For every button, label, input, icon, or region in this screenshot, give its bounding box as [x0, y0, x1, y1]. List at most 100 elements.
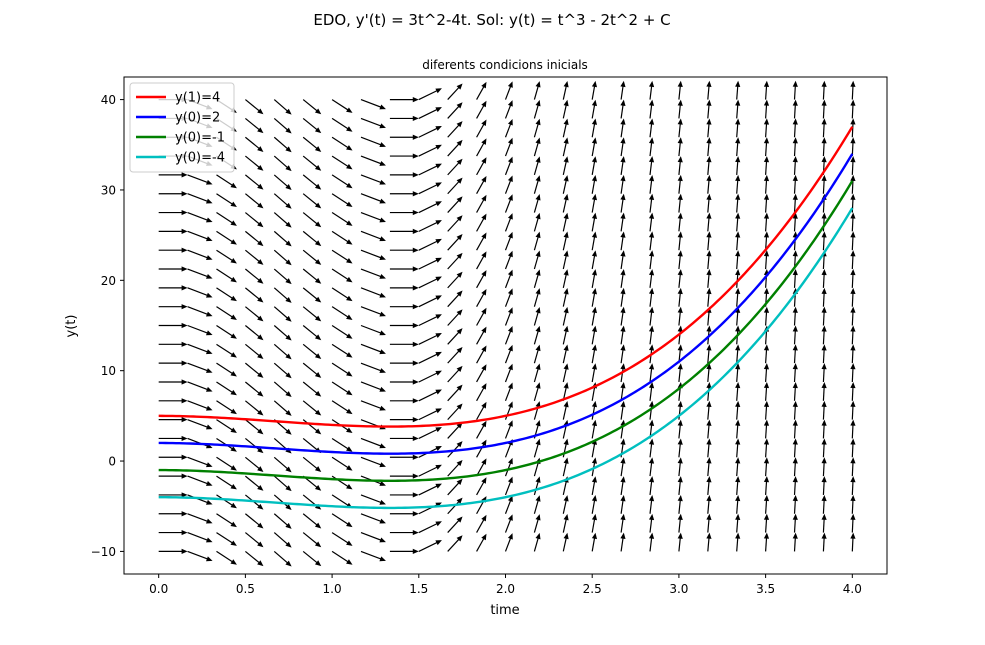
field-arrow — [273, 550, 292, 567]
field-arrow — [245, 136, 264, 152]
field-arrow — [504, 363, 513, 383]
field-arrow — [763, 494, 770, 514]
field-arrow — [187, 268, 213, 279]
field-arrow — [706, 344, 712, 364]
field-arrow — [735, 212, 741, 232]
field-arrow — [447, 365, 463, 383]
field-arrow — [677, 363, 683, 383]
field-arrow — [360, 550, 386, 562]
field-arrow — [677, 118, 683, 138]
field-arrow — [792, 513, 798, 533]
field-arrow — [389, 473, 419, 479]
field-arrow — [735, 532, 741, 552]
field-arrow — [216, 306, 237, 320]
field-arrow — [216, 381, 237, 396]
field-arrow — [273, 306, 292, 322]
field-arrow — [763, 250, 770, 270]
field-arrow — [331, 362, 353, 377]
field-arrow — [648, 231, 655, 251]
field-arrow — [245, 437, 264, 454]
field-arrow — [504, 269, 513, 289]
field-arrow — [763, 212, 770, 232]
field-arrow — [706, 174, 712, 194]
field-arrow — [245, 212, 264, 228]
field-arrow — [735, 457, 741, 477]
field-arrow — [735, 287, 741, 307]
field-arrow — [533, 325, 541, 345]
field-arrow — [533, 495, 541, 514]
field-arrow — [216, 494, 237, 509]
field-arrow — [504, 344, 513, 364]
field-arrow — [273, 513, 292, 529]
field-arrow — [562, 118, 569, 138]
field-arrow — [763, 438, 770, 458]
field-arrow — [821, 287, 827, 307]
field-arrow — [158, 492, 188, 498]
field-arrow — [302, 456, 322, 472]
field-arrow — [648, 287, 655, 307]
field-arrow — [245, 513, 264, 529]
field-arrow — [360, 193, 386, 204]
field-arrow — [447, 347, 463, 364]
field-arrow — [763, 513, 770, 533]
field-arrow — [476, 458, 487, 477]
field-arrow — [158, 228, 188, 234]
field-arrow — [792, 457, 798, 477]
field-arrow — [158, 473, 188, 479]
field-arrow — [418, 333, 442, 345]
field-arrow — [821, 363, 827, 383]
field-arrow — [620, 193, 626, 213]
field-arrow — [735, 118, 741, 138]
series-line — [158, 126, 854, 428]
field-arrow — [273, 475, 292, 492]
field-arrow — [216, 400, 237, 415]
field-arrow — [792, 419, 798, 439]
y-tick-label: 0 — [108, 455, 116, 469]
field-arrow — [331, 324, 353, 339]
field-arrow — [331, 268, 353, 283]
field-arrow — [360, 532, 386, 543]
field-arrow — [533, 81, 541, 100]
field-arrow — [245, 475, 264, 491]
field-arrow — [273, 362, 292, 379]
field-arrow — [418, 238, 442, 251]
field-arrow — [850, 457, 856, 477]
field-arrow — [591, 212, 598, 232]
field-arrow — [158, 398, 188, 404]
field-arrow — [735, 156, 741, 175]
field-arrow — [677, 438, 683, 458]
field-arrow — [273, 343, 292, 360]
field-arrow — [850, 212, 856, 232]
field-arrow — [476, 100, 487, 119]
field-arrow — [591, 269, 598, 288]
legend-entry: y(1)=4 — [136, 91, 220, 106]
field-arrow — [187, 494, 213, 505]
field-arrow — [706, 193, 712, 213]
field-arrow — [216, 419, 237, 433]
field-arrow — [562, 269, 569, 288]
field-arrow — [504, 194, 513, 213]
field-arrow — [158, 209, 188, 216]
field-arrow — [533, 118, 541, 138]
field-arrow — [187, 211, 213, 223]
field-arrow — [562, 250, 569, 270]
field-arrow — [245, 456, 264, 472]
field-arrow — [273, 249, 292, 266]
field-arrow — [821, 118, 827, 138]
field-arrow — [476, 157, 487, 176]
field-arrow — [533, 231, 541, 251]
field-arrow — [533, 401, 541, 420]
field-arrow — [476, 194, 487, 213]
field-arrow — [331, 400, 353, 415]
field-arrow — [302, 343, 322, 360]
field-arrow — [389, 341, 419, 347]
field-arrow — [763, 80, 770, 100]
field-arrow — [447, 196, 463, 213]
field-arrow — [677, 137, 683, 157]
field-arrow — [591, 137, 598, 157]
field-arrow — [792, 118, 798, 138]
field-arrow — [302, 494, 322, 510]
field-arrow — [476, 288, 487, 307]
field-arrow — [562, 99, 569, 119]
field-arrow — [447, 309, 463, 326]
